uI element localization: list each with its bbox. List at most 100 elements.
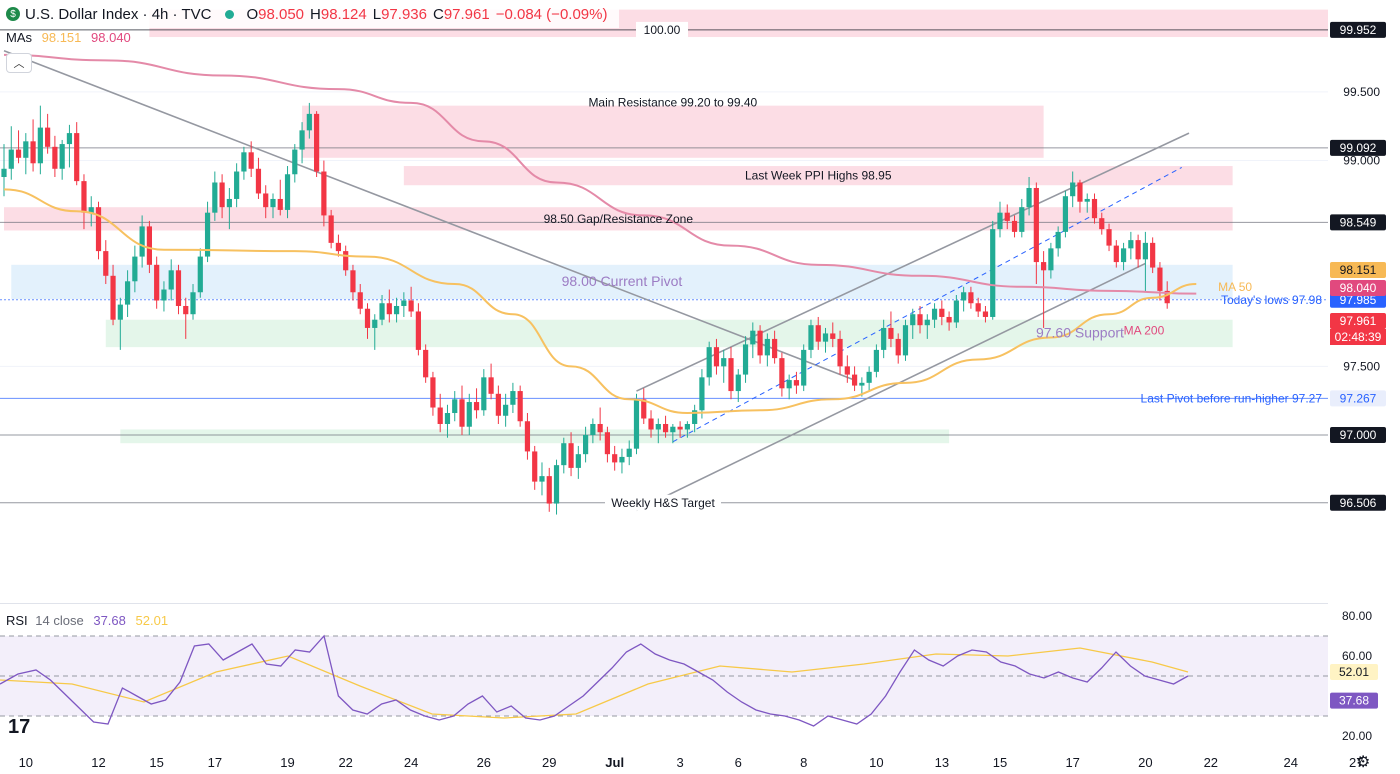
candle-body [1019, 207, 1025, 232]
candle-body [1048, 248, 1054, 271]
candle-body [168, 270, 174, 290]
candle-body [321, 171, 327, 216]
candle-body [1150, 242, 1156, 268]
price-tick-label: 99.500 [1343, 85, 1380, 99]
line-label: Weekly H&S Target [611, 496, 715, 510]
candle-body [270, 198, 276, 208]
candle-body [248, 152, 254, 169]
time-tick-label: 24 [404, 755, 418, 770]
price-axis-box: 99.952 [1340, 23, 1377, 37]
settings-gear-icon[interactable]: ⚙ [1356, 754, 1371, 771]
candle-body [1157, 267, 1163, 291]
time-tick-label: 24 [1284, 755, 1298, 770]
candle-body [655, 423, 661, 430]
time-tick-label: 3 [676, 755, 683, 770]
candle-body [1091, 198, 1098, 219]
rsi-legend[interactable]: RSI 14 close 37.68 52.01 [6, 613, 168, 628]
price-axis-box: 97.985 [1340, 293, 1377, 307]
tradingview-logo-icon[interactable]: 17 [8, 716, 31, 738]
candle-body [1070, 182, 1076, 197]
time-tick-label: 22 [338, 755, 352, 770]
candle-body [670, 426, 676, 433]
candle-body [379, 303, 385, 320]
candle-body [328, 215, 334, 243]
price-axis-box-bg [1330, 390, 1386, 407]
candle-body [1099, 218, 1105, 230]
candle-body [255, 168, 262, 194]
zone-support [120, 429, 950, 444]
candle-body [503, 404, 509, 416]
candle-body [117, 304, 123, 320]
line-label-bg [636, 21, 688, 38]
rsi-legend-params: 14 close [35, 613, 84, 628]
candle-body [226, 198, 232, 208]
zone-resistance [403, 166, 1233, 186]
candle-body [495, 393, 501, 416]
candle-body [692, 410, 698, 424]
candle-body [1135, 240, 1141, 260]
price-axis-box: 97.267 [1340, 391, 1377, 405]
price-axis-box: 98.151 [1340, 263, 1377, 277]
price-axis-box-bg [1330, 280, 1386, 296]
candle-body [946, 316, 952, 323]
candle-body [52, 146, 58, 169]
candle-body [444, 413, 451, 424]
candle-body [277, 198, 283, 210]
candle-body [190, 292, 196, 315]
price-tick-label: 99.000 [1343, 154, 1380, 168]
candle-body [139, 226, 145, 257]
zone-resistance [4, 207, 1233, 231]
price-axis-box-bg [1330, 426, 1386, 443]
zone-label: Main Resistance 99.20 to 99.40 [588, 96, 757, 110]
high-value: 98.124 [320, 5, 367, 23]
price-tick-label: 97.500 [1343, 359, 1380, 373]
candle-body [1011, 220, 1018, 232]
candle-body [612, 454, 618, 463]
candle-body [350, 270, 356, 293]
symbol-title[interactable]: U.S. Dollar Index · 4h · TVC [25, 5, 212, 23]
candle-body [357, 292, 363, 309]
high-label: H [310, 5, 321, 23]
candle-body [110, 275, 116, 320]
chevron-up-icon[interactable]: ︿ [6, 53, 32, 73]
rsi-tick-label: 60.00 [1342, 649, 1372, 663]
candle-body [575, 454, 581, 468]
symbol-header[interactable]: $ U.S. Dollar Index · 4h · TVC O 98.050 H… [0, 0, 620, 28]
candle-body [1084, 198, 1090, 202]
candle-body [401, 300, 407, 306]
rsi-line [0, 634, 1189, 727]
candle-body [873, 349, 879, 372]
time-tick-label: 10 [19, 755, 33, 770]
candle-body [590, 423, 596, 435]
candle-body [713, 347, 720, 367]
candle-body [306, 113, 312, 131]
candle-body [1077, 182, 1083, 202]
candle-body [30, 141, 36, 164]
rsi-tick-label: 20.00 [1342, 729, 1372, 743]
price-axis-box-bg [1330, 139, 1386, 156]
candle-body [735, 374, 741, 392]
time-tick-label: 26 [477, 755, 491, 770]
rsi-tick-label: 80.00 [1342, 609, 1372, 623]
candle-body [917, 314, 923, 326]
ma-legend[interactable]: MAs 98.151 98.040 [6, 30, 131, 45]
candle-body [757, 330, 763, 356]
candle-body [561, 443, 567, 466]
candle-body [452, 399, 458, 414]
candle-body [1142, 242, 1148, 260]
candle-body [234, 171, 240, 199]
candle-body [648, 418, 654, 430]
candle-body [728, 358, 734, 392]
currency-logo-icon: $ [6, 7, 20, 21]
price-axis-box: 98.549 [1340, 215, 1377, 229]
candle-body [1120, 248, 1127, 263]
candle-body [975, 303, 981, 312]
candle-body [66, 133, 73, 145]
candle-body [546, 476, 552, 504]
candle-body [1106, 229, 1112, 246]
price-axis-box-bg [1330, 313, 1386, 329]
zone-label: Last Week PPI Highs 98.95 [745, 169, 892, 183]
candle-body [386, 303, 392, 315]
line-label: Today's lows 97.98 [1221, 293, 1322, 307]
